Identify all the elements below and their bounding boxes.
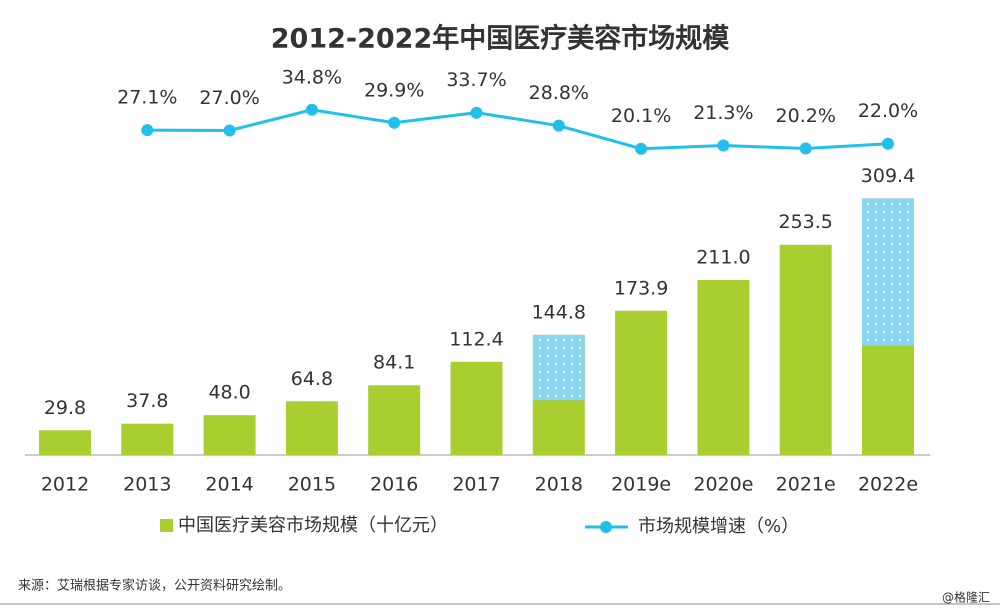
x-tick-label: 2013 (123, 474, 171, 496)
bar-label: 112.4 (449, 328, 503, 350)
bar-label: 309.4 (861, 165, 915, 187)
bar-label: 64.8 (291, 368, 333, 390)
bar-label: 173.9 (614, 277, 668, 299)
bar (697, 279, 750, 455)
growth-point (882, 137, 894, 150)
growth-label: 20.2% (776, 105, 836, 127)
growth-label: 20.1% (611, 105, 671, 127)
growth-point (470, 106, 483, 119)
x-tick-label: 2020e (693, 474, 753, 496)
bar (121, 423, 174, 455)
bar-overlay (862, 198, 914, 346)
bar-label: 37.8 (126, 390, 168, 412)
x-tick-label: 2022e (858, 474, 918, 496)
growth-point (799, 142, 812, 155)
x-tick-label: 2021e (776, 474, 836, 496)
bar (39, 430, 91, 455)
bar-label: 48.0 (208, 382, 250, 404)
legend-label: 中国医疗美容市场规模（十亿元） (178, 515, 448, 536)
chart-title: 2012-2022年中国医疗美容市场规模 (271, 23, 730, 55)
growth-point (305, 103, 318, 116)
growth-point (552, 119, 565, 132)
bar-label: 29.8 (44, 397, 86, 419)
growth-label: 28.8% (529, 82, 589, 104)
x-tick-label: 2017 (452, 474, 500, 496)
watermark: @格隆汇 (942, 590, 990, 605)
growth-point (388, 116, 401, 129)
x-tick-label: 2016 (370, 474, 418, 496)
bar-label: 211.0 (696, 246, 750, 268)
growth-label: 29.9% (364, 79, 424, 101)
growth-label: 27.0% (199, 87, 259, 109)
legend-swatch (600, 521, 612, 533)
growth-point (141, 124, 154, 137)
bar (368, 385, 421, 455)
bar (779, 244, 832, 455)
bar-label: 253.5 (778, 211, 832, 233)
bar (450, 361, 503, 455)
legend-label: 市场规模增速（%） (638, 516, 799, 537)
growth-point (223, 124, 236, 137)
x-tick-label: 2018 (535, 474, 583, 496)
source: 来源：艾瑞根据专家访谈，公开资料研究绘制。 (18, 578, 291, 594)
growth-point (635, 142, 648, 155)
bar (285, 401, 338, 455)
x-tick-label: 2014 (205, 474, 253, 496)
bar (615, 310, 668, 455)
growth-line (147, 108, 889, 151)
growth-point (717, 139, 730, 152)
growth-label: 33.7% (446, 69, 506, 91)
x-tick-label: 2012 (41, 474, 89, 496)
bar-overlay (532, 334, 585, 401)
bar-label: 84.1 (373, 352, 415, 374)
growth-label: 22.0% (858, 100, 918, 122)
x-tick-label: 2015 (288, 474, 336, 496)
growth-label: 34.8% (282, 66, 342, 88)
bar-label: 144.8 (532, 301, 586, 323)
growth-label: 21.3% (693, 102, 753, 124)
legend-swatch (160, 519, 173, 532)
bar (203, 415, 256, 455)
x-tick-label: 2019e (611, 474, 671, 496)
growth-label: 27.1% (117, 87, 177, 109)
